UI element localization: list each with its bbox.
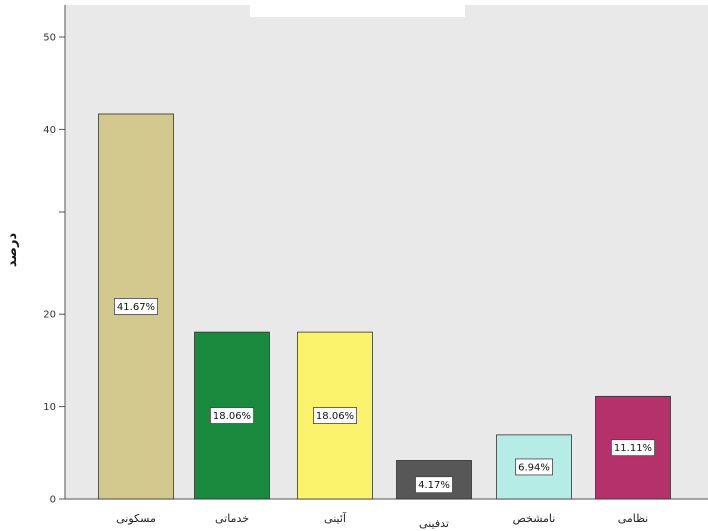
data-label-group: 41.67% 18.06% 18.06% 4.17% 6.94% 11.11% bbox=[114, 298, 656, 494]
bar bbox=[595, 395, 671, 500]
category-label-group: مسکونی خدماتی آئینی تدفینی نامشخص نظامی bbox=[116, 511, 648, 530]
data-label: 18.06% bbox=[316, 411, 354, 422]
y-tick-label: 10 bbox=[43, 402, 56, 413]
y-tick-label: 20 bbox=[43, 310, 56, 321]
x-category-label: مسکونی bbox=[116, 512, 156, 525]
x-category-label: نامشخص bbox=[513, 512, 556, 525]
data-label: 11.11% bbox=[614, 443, 652, 454]
title-box bbox=[250, 0, 465, 17]
x-category-label: تدفینی bbox=[419, 517, 449, 530]
y-tick-label: 50 bbox=[43, 33, 56, 44]
x-category-label: نظامی bbox=[618, 512, 649, 525]
data-label-box bbox=[415, 476, 453, 494]
data-label-box bbox=[312, 407, 357, 424]
y-tick-group: 0 10 20 40 50 bbox=[43, 33, 65, 506]
data-label: 6.94% bbox=[518, 462, 550, 473]
x-category-label: آئینی bbox=[324, 511, 347, 525]
data-label: 4.17% bbox=[418, 480, 450, 491]
y-tick-label: 0 bbox=[50, 495, 56, 506]
y-axis-label: درصد bbox=[5, 233, 20, 268]
data-label-box bbox=[209, 407, 254, 424]
data-label-box bbox=[515, 458, 553, 476]
data-label: 18.06% bbox=[213, 411, 251, 422]
data-label: 41.67% bbox=[117, 302, 155, 313]
x-category-label: خدماتی bbox=[215, 512, 249, 525]
y-tick-label: 40 bbox=[43, 125, 56, 136]
data-label-box bbox=[611, 439, 656, 457]
data-label-box bbox=[114, 298, 159, 315]
